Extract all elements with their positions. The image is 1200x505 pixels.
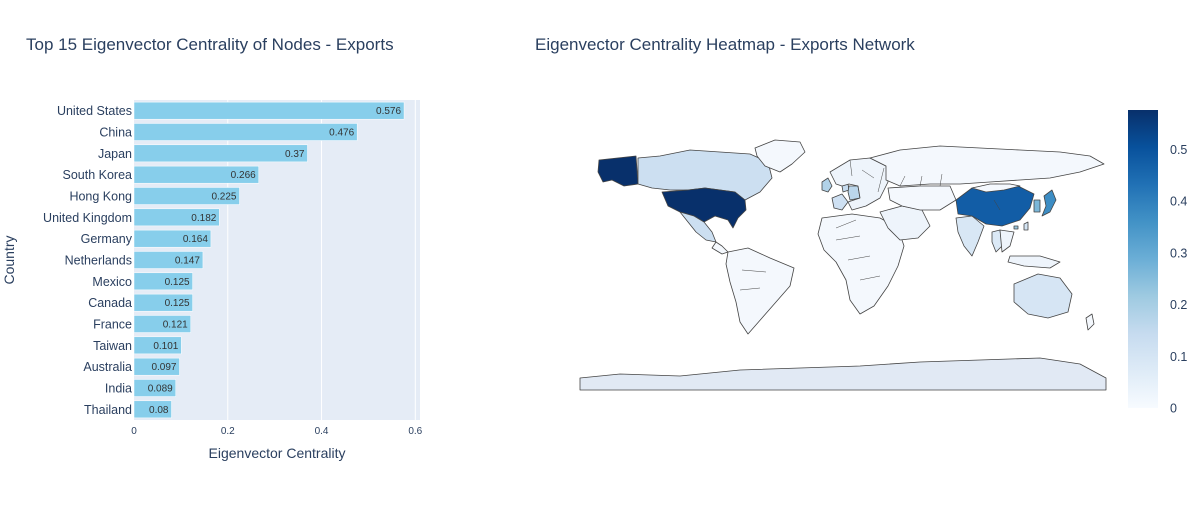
bar-thailand — [133, 400, 172, 419]
bar-category-label: India — [105, 382, 132, 396]
region-new-zealand — [1085, 313, 1095, 331]
colorbar-ticks: 0 0.1 0.2 0.3 0.4 0.5 — [1170, 143, 1187, 416]
bar-value-label: 0.101 — [153, 341, 178, 352]
bar-category-label: Canada — [88, 296, 132, 310]
bar-united-kingdom — [133, 208, 220, 227]
bar-value-label: 0.164 — [183, 234, 208, 245]
colorbar-tick-label: 0 — [1170, 402, 1177, 416]
region-southeast-asia — [999, 229, 1061, 269]
region-central-america — [711, 241, 729, 255]
bar-category-label: United Kingdom — [43, 211, 132, 225]
bar-category-label: South Korea — [63, 168, 133, 182]
bar-x-ticks: 0 0.2 0.4 0.6 — [131, 426, 422, 437]
bar-united-states — [133, 101, 405, 120]
bar-value-label: 0.097 — [151, 362, 176, 373]
bar-x-tick-label: 0 — [131, 426, 137, 437]
bar-category-label: Germany — [81, 232, 133, 246]
bar-germany — [133, 229, 212, 248]
region-australia — [1013, 273, 1073, 319]
map-title: Eigenvector Centrality Heatmap - Exports… — [535, 35, 915, 54]
colorbar-tick-label: 0.4 — [1170, 195, 1187, 209]
bar-marks: 0.576 United States 0.476 China 0.37 Japan 0.2… — [43, 101, 405, 419]
region-taiwan — [1023, 221, 1029, 231]
region-central-asia — [887, 185, 957, 211]
bar-canada — [133, 293, 193, 312]
bar-x-axis-title: Eigenvector Centrality — [209, 445, 346, 461]
bar-category-label: United States — [57, 104, 132, 118]
bar-china — [133, 123, 358, 141]
map-regions — [579, 139, 1107, 391]
bar-x-tick-label: 0.2 — [221, 426, 235, 437]
bar-value-label: 0.121 — [163, 320, 188, 331]
bar-value-label: 0.476 — [329, 128, 354, 139]
bar-category-label: China — [99, 126, 132, 140]
region-france — [831, 193, 849, 211]
region-alaska — [597, 155, 639, 187]
colorbar-tick-label: 0.1 — [1170, 350, 1187, 364]
bar-category-label: Netherlands — [65, 254, 132, 268]
region-thailand — [991, 229, 1003, 253]
colorbar-tick-label: 0.3 — [1170, 246, 1187, 260]
bar-value-label: 0.125 — [165, 277, 190, 288]
bar-value-label: 0.182 — [191, 213, 216, 224]
region-mongolia — [971, 183, 1021, 193]
region-hong-kong — [1013, 225, 1019, 230]
bar-category-label: Thailand — [84, 403, 132, 417]
bar-x-tick-label: 0.6 — [408, 426, 422, 437]
bar-value-label: 0.147 — [175, 256, 200, 267]
region-japan — [1041, 189, 1057, 217]
region-antarctica — [579, 357, 1107, 391]
bar-hong-kong — [133, 187, 240, 205]
bar-india — [133, 379, 176, 397]
bar-japan — [133, 144, 308, 163]
bar-value-label: 0.37 — [285, 149, 305, 160]
bar-taiwan — [133, 336, 182, 355]
bar-x-tick-label: 0.4 — [315, 426, 329, 437]
bar-france — [133, 315, 191, 333]
bar-netherlands — [133, 251, 204, 269]
region-south-korea — [1033, 199, 1041, 213]
bar-australia — [133, 357, 180, 376]
bar-value-label: 0.125 — [165, 298, 190, 309]
bar-value-label: 0.225 — [211, 192, 236, 203]
bar-value-label: 0.576 — [376, 106, 401, 117]
colorbar-tick-label: 0.5 — [1170, 143, 1187, 157]
bar-y-axis-title: Country — [1, 235, 17, 284]
map-borders — [739, 159, 1001, 291]
bar-category-label: Mexico — [92, 275, 132, 289]
bar-mexico — [133, 272, 193, 291]
bar-category-label: Taiwan — [93, 339, 132, 353]
region-greenland — [754, 139, 806, 173]
world-map — [579, 139, 1107, 391]
region-india — [955, 215, 985, 257]
bar-value-label: 0.089 — [148, 384, 173, 395]
bar-category-label: Australia — [83, 360, 132, 374]
colorbar — [1128, 110, 1158, 408]
region-south-america — [725, 247, 795, 335]
bar-value-label: 0.08 — [149, 405, 169, 416]
bar-south-korea — [133, 165, 259, 184]
bar-chart-title: Top 15 Eigenvector Centrality of Nodes -… — [26, 35, 394, 54]
bar-value-label: 0.266 — [231, 170, 256, 181]
bar-category-label: Hong Kong — [69, 190, 132, 204]
colorbar-tick-label: 0.2 — [1170, 298, 1187, 312]
region-russia — [869, 145, 1105, 187]
region-united-kingdom — [821, 177, 833, 193]
bar-category-label: France — [93, 318, 132, 332]
bar-category-label: Japan — [98, 147, 132, 161]
